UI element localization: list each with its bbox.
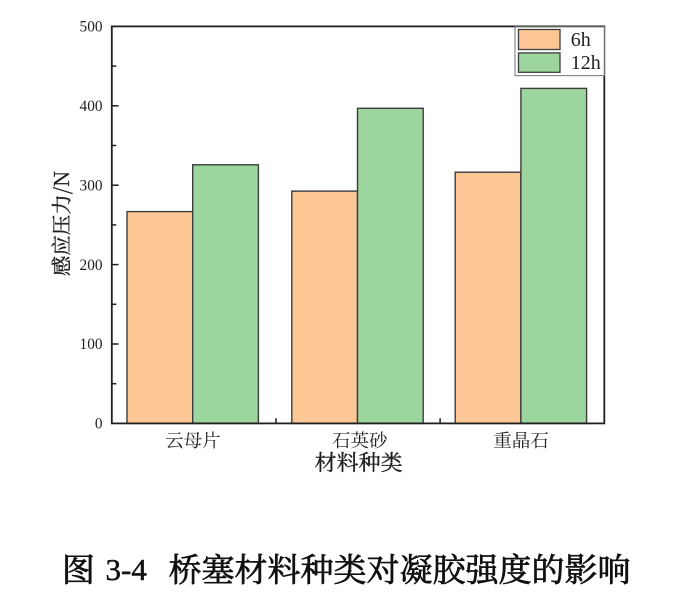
svg-text:0: 0 [95,416,103,433]
svg-text:100: 100 [80,336,103,353]
svg-text:500: 500 [80,19,103,36]
svg-text:12h: 12h [571,52,601,74]
svg-text:6h: 6h [571,29,591,51]
svg-text:400: 400 [80,98,103,115]
svg-text:200: 200 [80,257,103,274]
svg-text:3-4: 3-4 [106,552,148,587]
svg-text:300: 300 [80,177,103,194]
